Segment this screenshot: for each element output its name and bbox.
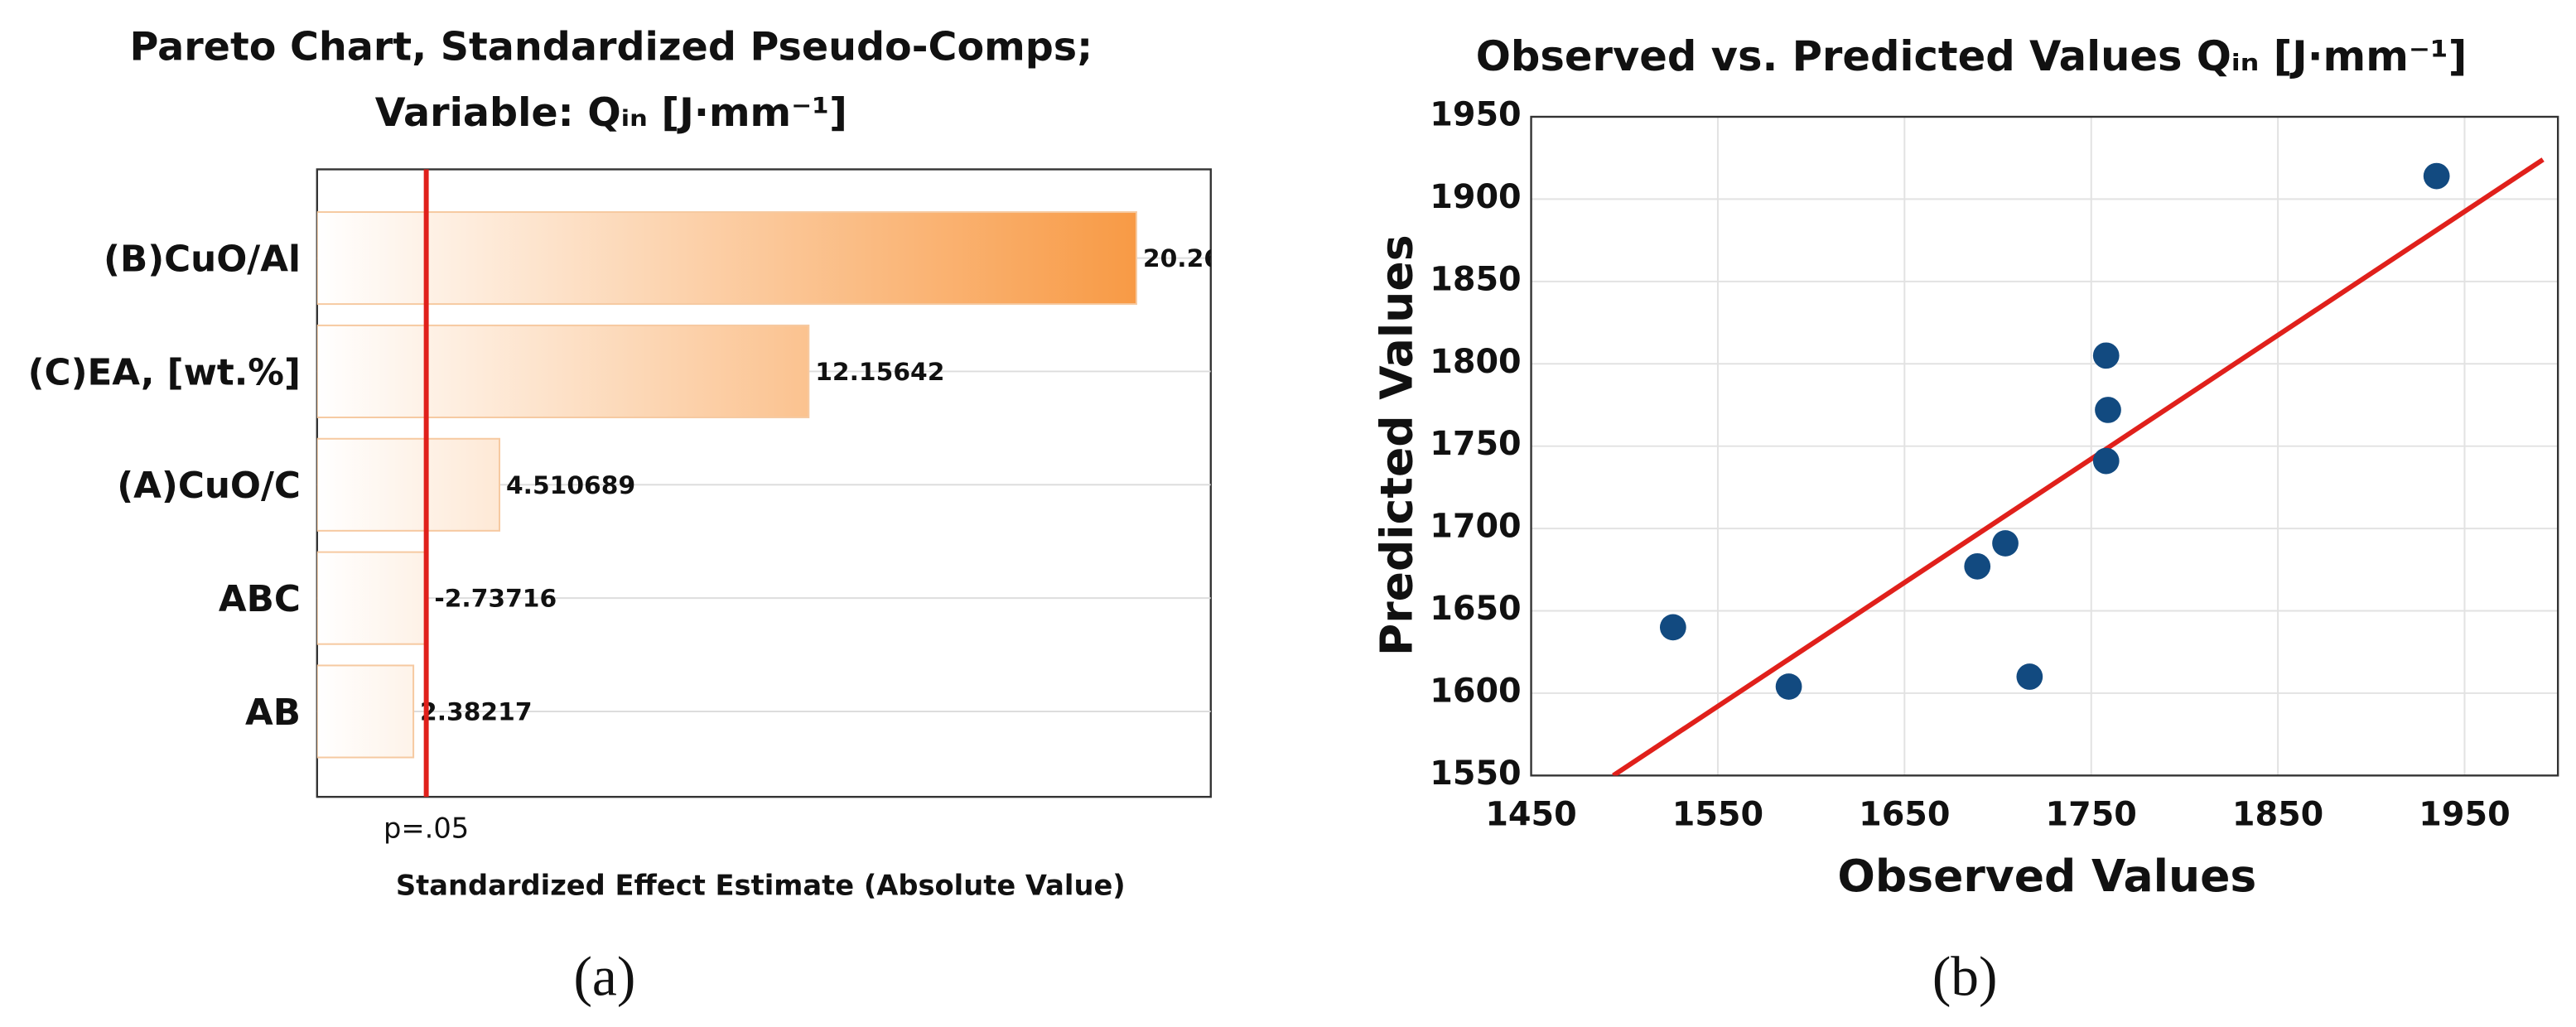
x-tick-label: 1450 <box>1485 795 1576 833</box>
chart-title: Variable: Qᵢₙ [J·mm⁻¹] <box>375 90 847 136</box>
bar <box>316 211 1137 306</box>
value-label: 2.38217 <box>420 697 533 726</box>
x-tick-label: 1750 <box>2046 795 2137 833</box>
y-tick-label: 1600 <box>1430 672 1521 710</box>
y-tick-label: 1550 <box>1430 755 1521 793</box>
x-tick-label: 1550 <box>1672 795 1763 833</box>
bar <box>316 324 810 418</box>
value-label: 12.15642 <box>815 358 944 387</box>
chart-title: Observed vs. Predicted Values Qᵢₙ [J·mm⁻… <box>1476 32 2467 80</box>
value-label: 4.510689 <box>506 471 635 500</box>
reference-label: p=.05 <box>384 812 469 844</box>
bar <box>316 551 429 645</box>
y-tick-label: 1700 <box>1430 508 1521 546</box>
point <box>2423 162 2450 190</box>
y-tick-label: 1800 <box>1430 343 1521 381</box>
bar <box>316 664 415 759</box>
point <box>1992 530 2019 557</box>
x-tick-label: 1650 <box>1859 795 1950 833</box>
caption: (b) <box>1932 946 1998 1008</box>
point <box>1659 614 1686 641</box>
point <box>1775 673 1802 700</box>
point <box>2092 342 2120 369</box>
plot-clip: 20.26 12.15642 4.510689 -2.73716 2.38217 <box>316 211 1221 759</box>
point <box>2092 447 2120 475</box>
point <box>2095 397 2121 423</box>
y-tick-label: (B)CuO/Al <box>104 239 301 281</box>
x-tick-label: 1950 <box>2419 795 2510 833</box>
y-tick-label: 1950 <box>1430 96 1521 134</box>
y-tick-label: 1750 <box>1430 425 1521 463</box>
caption: (a) <box>573 946 635 1008</box>
plot-frame <box>1530 115 2559 777</box>
value-label: 20.26 <box>1143 244 1221 273</box>
x-axis-label: Standardized Effect Estimate (Absolute V… <box>396 870 1126 902</box>
value-label: -2.73716 <box>434 585 557 614</box>
y-tick-label: 1850 <box>1430 260 1521 298</box>
point <box>1964 552 1991 580</box>
bar <box>316 437 501 532</box>
y-axis-label: Predicted Values <box>1371 234 1423 656</box>
y-tick-label: ABC <box>219 579 301 620</box>
y-tick-label: 1900 <box>1430 178 1521 216</box>
y-tick-label: 1650 <box>1430 590 1521 628</box>
y-tick-label: AB <box>245 692 301 734</box>
x-axis-label: Observed Values <box>1837 850 2256 902</box>
fit-line <box>1612 157 2545 776</box>
plot-clip <box>1612 157 2545 776</box>
point <box>2016 663 2043 690</box>
x-tick-label: 1850 <box>2232 795 2323 833</box>
y-tick-label: (C)EA, [wt.%] <box>28 352 301 393</box>
chart-title: Pareto Chart, Standardized Pseudo-Comps; <box>129 25 1093 70</box>
y-tick-label: (A)CuO/C <box>117 465 301 507</box>
